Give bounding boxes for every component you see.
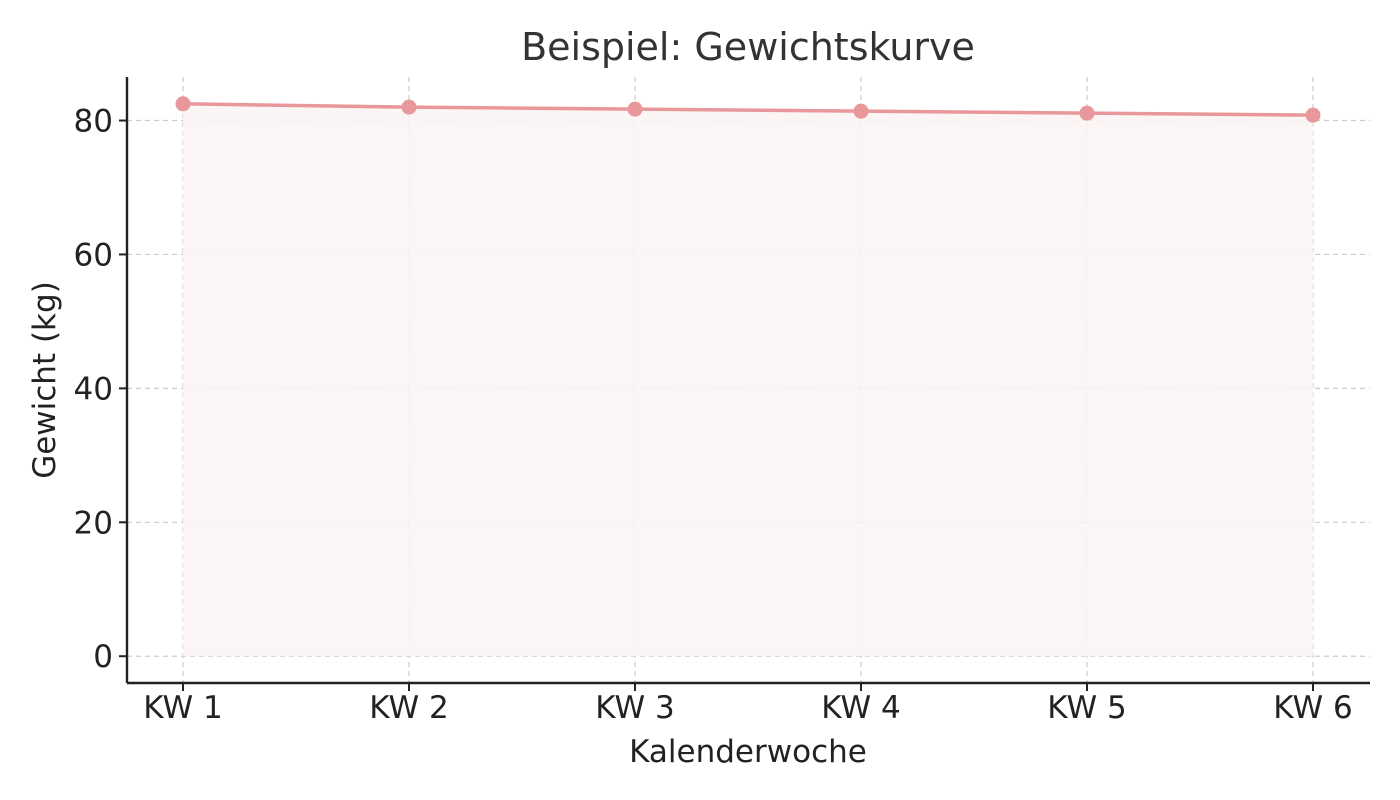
y-tick-label: 20 (74, 505, 113, 541)
data-point (853, 103, 869, 119)
y-tick-label: 0 (93, 639, 113, 675)
marker-layer (175, 96, 1321, 123)
y-tick-labels: 0 20 40 60 80 (74, 104, 113, 676)
line-layer (181, 102, 1315, 117)
series-line (181, 102, 1315, 117)
y-tick-label: 80 (74, 104, 113, 140)
y-tick-label: 40 (74, 371, 113, 407)
data-point (1079, 105, 1095, 121)
data-point (401, 99, 417, 115)
x-tick-label: KW 4 (821, 690, 900, 726)
x-tick-label: KW 5 (1047, 690, 1126, 726)
data-point (175, 96, 191, 112)
x-axis-label: Kalenderwoche (629, 734, 867, 770)
x-tick-labels: KW 1 KW 2 KW 3 KW 4 KW 5 KW 6 (143, 690, 1352, 726)
data-point (627, 101, 643, 117)
x-tick-label: KW 3 (595, 690, 674, 726)
y-axis-label: Gewicht (kg) (27, 281, 63, 479)
x-tick-label: KW 6 (1273, 690, 1352, 726)
x-tick-label: KW 2 (369, 690, 448, 726)
axes-layer (119, 77, 1370, 691)
x-tick-label: KW 1 (143, 690, 222, 726)
chart-title: Beispiel: Gewichtskurve (521, 25, 975, 69)
y-tick-label: 60 (74, 237, 113, 273)
area-fill-layer (183, 103, 1313, 657)
area-fill (183, 103, 1313, 657)
data-point (1305, 107, 1321, 123)
